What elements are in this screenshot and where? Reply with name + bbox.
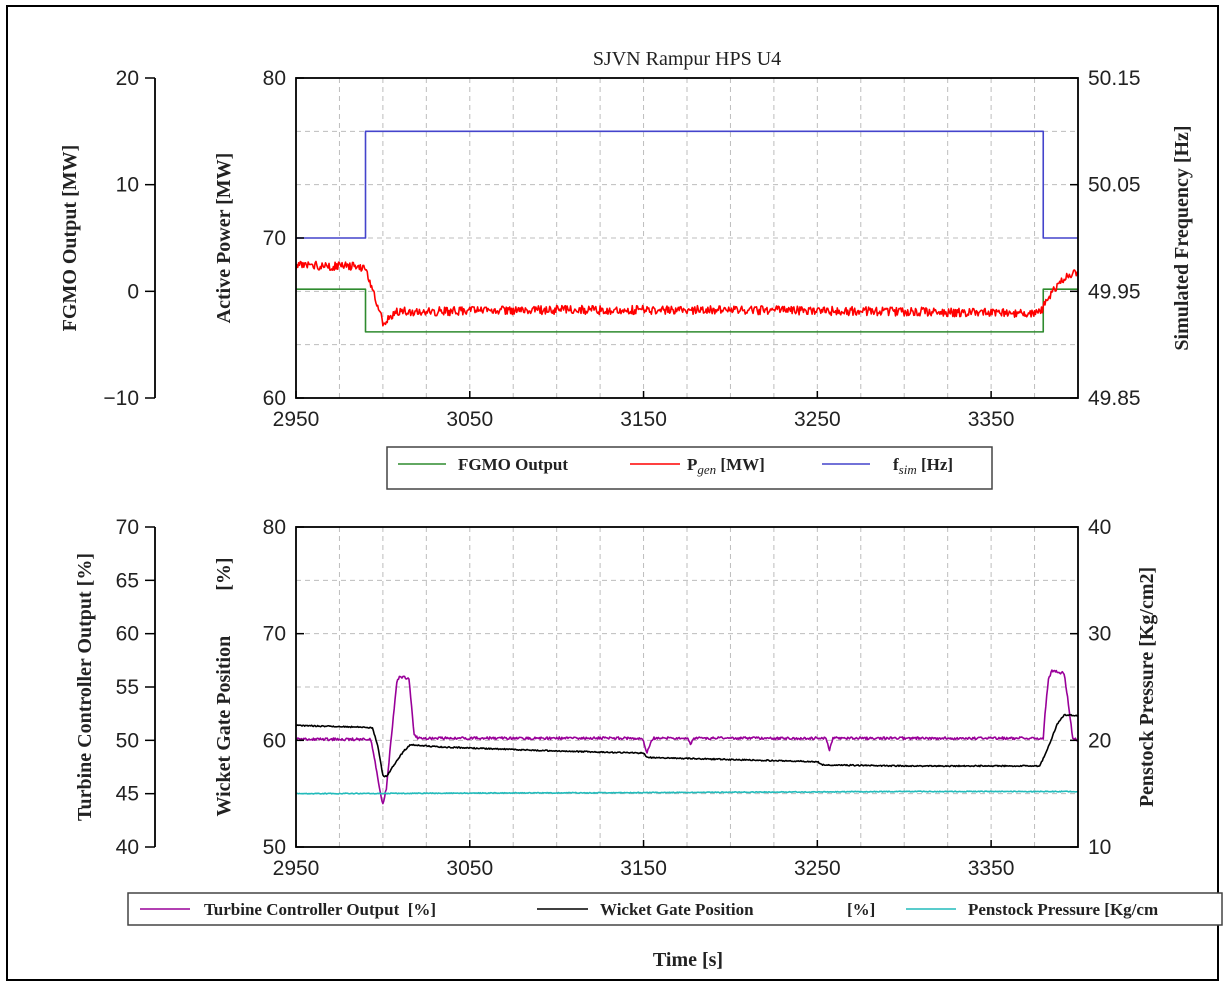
top-outer-left-tick-label: 10 <box>116 174 139 197</box>
bottom-right-axis-label: Penstock Pressure [Kg/cm2] <box>1136 567 1158 807</box>
bottom-series-2-line <box>295 790 1079 795</box>
top-legend-pgen-label: Pgen [MW] <box>687 455 765 477</box>
bottom-outer-left-tick-label: 70 <box>116 516 139 539</box>
bottom-right-tick-label: 40 <box>1088 516 1111 539</box>
top-legend-fsim-label: fsim [Hz] <box>893 455 953 477</box>
top-series-0-line <box>296 288 1078 333</box>
bottom-outer-left-tick-label: 60 <box>116 623 139 646</box>
top-series-2-line <box>296 130 1078 239</box>
top-outer-left-tick-label: 0 <box>127 280 139 303</box>
bottom-right-tick-label: 10 <box>1088 836 1111 859</box>
top-right-axis-label: Simulated Frequency [Hz] <box>1171 125 1193 350</box>
top-chart-legend: FGMO Output Pgen [MW] fsim [Hz] <box>386 446 993 490</box>
top-outer-left-tick-label: −10 <box>103 387 139 410</box>
bottom-legend-box <box>127 892 1223 926</box>
top-right-tick-label: 50.15 <box>1088 67 1141 90</box>
bottom-chart-ticks: 2950 3050 3150 3250 335070656055504540807060… <box>116 516 1112 880</box>
top-right-tick-label: 50.05 <box>1088 174 1141 197</box>
bottom-chart-grid <box>296 527 1078 847</box>
bottom-inner-left-tick-label: 50 <box>263 836 286 859</box>
bottom-outer-left-tick-label: 65 <box>116 569 139 592</box>
bottom-chart-legend: Turbine Controller Output [%] Wicket Gat… <box>127 892 1223 926</box>
top-inner-left-axis-label: Active Power [MW] <box>213 153 235 324</box>
top-inner-left-tick-label: 70 <box>263 227 286 250</box>
bottom-inner-left-tick-label: 70 <box>263 623 286 646</box>
bottom-chart-plot-frame <box>295 526 1079 848</box>
top-series-1-line <box>295 260 1079 327</box>
bottom-right-tick-label: 30 <box>1088 623 1111 646</box>
bottom-inner-left-tick-label: 80 <box>263 516 286 539</box>
bottom-legend-wgp-label: Wicket Gate Position <box>600 900 754 919</box>
bottom-outer-left-tick-label: 55 <box>116 676 139 699</box>
bottom-series-1-line <box>295 713 1079 778</box>
bottom-outer-left-axis-label: Turbine Controller Output [%] <box>74 553 96 821</box>
top-legend-fgmo-label: FGMO Output <box>458 455 568 474</box>
top-outer-left-tick-label: 20 <box>116 67 139 90</box>
bottom-outer-left-tick-label: 45 <box>116 783 139 806</box>
bottom-inner-left-axis-label: Wicket Gate Position [%] <box>213 557 235 816</box>
top-legend-box <box>386 446 993 490</box>
chart-title: SJVN Rampur HPS U4 <box>593 48 781 70</box>
bottom-x-tick-label: 3050 <box>446 857 493 880</box>
bottom-chart: 2950 3050 3150 3250 335070656055504540807060… <box>74 516 1223 971</box>
figure-frame <box>6 5 1219 981</box>
top-x-tick-label: 2950 <box>273 408 320 431</box>
top-x-tick-label: 3150 <box>620 408 667 431</box>
bottom-x-tick-label: 3350 <box>968 857 1015 880</box>
bottom-legend-pp-label: Penstock Pressure [Kg/cm <box>968 900 1158 919</box>
top-chart-ticks: 2950 3050 3150 3250 3350 20 10 0 −10 80 70 60 50.15 5… <box>103 67 1140 431</box>
bottom-outer-left-tick-label: 50 <box>116 729 139 752</box>
bottom-x-tick-label: 3150 <box>620 857 667 880</box>
bottom-legend-wgp-unit: [%] <box>847 900 875 919</box>
bottom-x-tick-label: 2950 <box>273 857 320 880</box>
x-axis-label: Time [s] <box>653 949 723 971</box>
top-x-tick-label: 3250 <box>794 408 841 431</box>
top-outer-left-axis-label: FGMO Output [MW] <box>59 145 81 332</box>
top-right-tick-label: 49.95 <box>1088 280 1141 303</box>
top-chart: SJVN Rampur HPS U4 2950 3050 3150 3250 33502… <box>59 48 1193 490</box>
top-right-tick-label: 49.85 <box>1088 387 1141 410</box>
bottom-right-tick-label: 20 <box>1088 729 1111 752</box>
top-x-tick-label: 3050 <box>446 408 493 431</box>
top-x-tick-label: 3350 <box>968 408 1015 431</box>
top-inner-left-tick-label: 80 <box>263 67 286 90</box>
bottom-legend-tco-label: Turbine Controller Output [%] <box>204 900 436 919</box>
bottom-x-tick-label: 3250 <box>794 857 841 880</box>
top-chart-series <box>295 130 1079 333</box>
bottom-series-0-line <box>295 669 1079 805</box>
top-inner-left-tick-label: 60 <box>263 387 286 410</box>
bottom-inner-left-tick-label: 60 <box>263 729 286 752</box>
bottom-outer-left-tick-label: 40 <box>116 836 139 859</box>
bottom-chart-series <box>295 669 1079 805</box>
